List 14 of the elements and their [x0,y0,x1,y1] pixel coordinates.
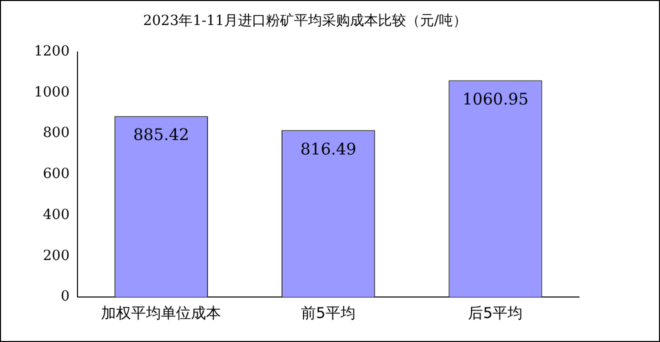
y-tick-label: 200 [42,248,70,264]
data-label: 1060.95 [462,89,529,108]
x-tick-label: 加权平均单位成本 [101,304,222,322]
y-tick-label: 800 [42,125,70,142]
x-tick-label: 后5平均 [468,304,523,322]
y-tick-label: 600 [42,166,70,182]
x-tick-label: 前5平均 [301,304,356,322]
chart-title: 2023年1-11月进口粉矿平均采购成本比较（元/吨） [143,13,467,30]
data-label: 885.42 [133,125,190,144]
y-tick-label: 400 [42,206,70,223]
y-tick-label: 1000 [34,84,70,100]
y-tick-label: 1200 [34,43,70,60]
y-tick-label: 0 [60,288,70,305]
data-label: 816.49 [300,139,356,158]
